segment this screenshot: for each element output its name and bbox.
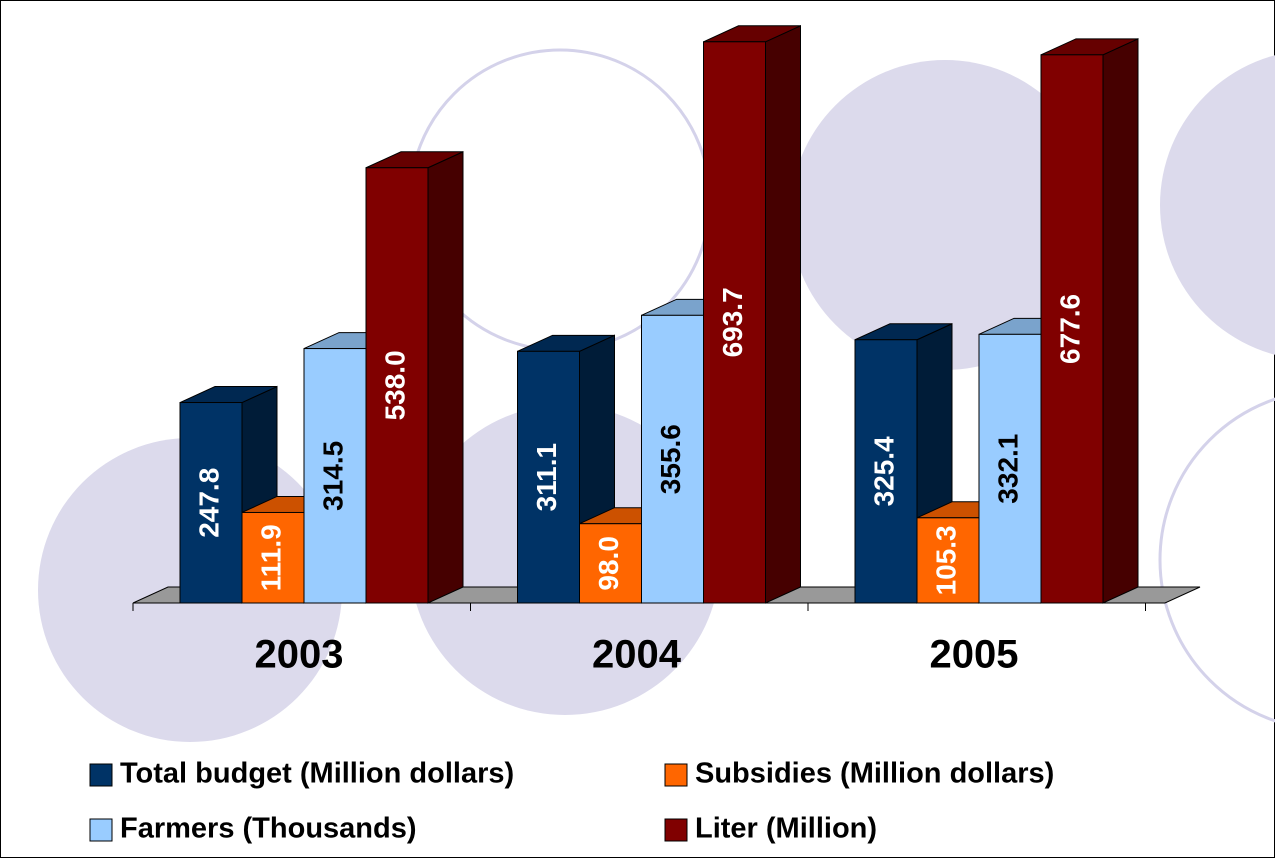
data-label: 105.3 bbox=[930, 525, 961, 595]
bar bbox=[916, 517, 980, 604]
data-label: 98.0 bbox=[593, 536, 624, 591]
bar bbox=[703, 41, 766, 604]
x-tick-label: 2005 bbox=[930, 633, 1019, 677]
bar-side-shade bbox=[428, 151, 463, 603]
data-label: 538.0 bbox=[379, 350, 410, 420]
bar-side-shade bbox=[1103, 38, 1138, 604]
bar bbox=[365, 167, 429, 604]
legend-swatch bbox=[89, 818, 113, 842]
bar bbox=[517, 350, 580, 604]
bar bbox=[241, 511, 305, 604]
bar-top-shade bbox=[703, 25, 801, 42]
bar-top-shade bbox=[366, 151, 463, 168]
data-label: 693.7 bbox=[717, 287, 748, 357]
data-label: 325.4 bbox=[868, 436, 899, 506]
bar bbox=[978, 333, 1042, 604]
legend-swatch bbox=[89, 763, 113, 787]
legend-swatch bbox=[664, 818, 688, 842]
data-label: 677.6 bbox=[1054, 294, 1085, 364]
legend-label: Farmers (Thousands) bbox=[120, 813, 417, 845]
x-tick-label: 2003 bbox=[255, 633, 344, 677]
bar bbox=[579, 523, 642, 604]
bar bbox=[303, 348, 367, 604]
data-label: 311.1 bbox=[531, 443, 562, 512]
legend-label: Liter (Million) bbox=[695, 813, 877, 845]
data-label: 355.6 bbox=[655, 424, 686, 494]
bar-top-shade bbox=[180, 386, 277, 403]
bar-top-shade bbox=[855, 323, 952, 340]
legend-label: Total budget (Million dollars) bbox=[120, 758, 514, 790]
legend-swatch bbox=[664, 763, 688, 787]
x-tick-label: 2004 bbox=[592, 633, 682, 677]
bar-top-shade bbox=[517, 335, 615, 352]
legend-label: Subsidies (Million dollars) bbox=[695, 758, 1054, 790]
bar bbox=[854, 339, 918, 604]
data-label: 332.1 bbox=[992, 434, 1023, 504]
bar bbox=[179, 402, 243, 604]
data-label: 111.9 bbox=[255, 524, 286, 591]
data-label: 247.8 bbox=[193, 468, 224, 538]
bar-side-shade bbox=[765, 25, 801, 604]
bar bbox=[1040, 54, 1104, 604]
bar-top-shade bbox=[1041, 38, 1138, 55]
data-label: 314.5 bbox=[317, 441, 348, 511]
bar bbox=[641, 314, 704, 604]
